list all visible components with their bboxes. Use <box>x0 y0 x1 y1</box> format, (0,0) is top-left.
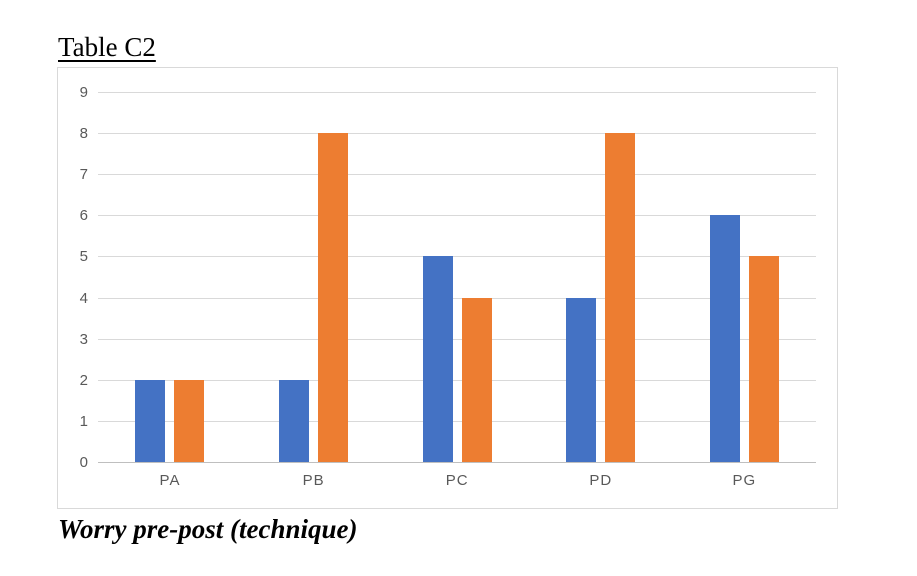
x-category-label-pc: PC <box>445 472 469 489</box>
y-tick-label: 4 <box>79 289 88 307</box>
gridline <box>98 297 816 299</box>
y-tick-label: 5 <box>79 248 88 266</box>
bar-pc-series-1 <box>422 256 453 462</box>
gridline <box>98 174 816 176</box>
gridline <box>98 420 816 422</box>
chart-title: Table C2 <box>58 32 156 62</box>
y-tick-label: 6 <box>79 207 88 225</box>
y-tick-label: 8 <box>79 125 88 143</box>
bar-pd-series-1 <box>566 297 597 462</box>
y-tick-label: 1 <box>79 412 88 430</box>
bar-pg-series-1 <box>709 215 740 462</box>
bar-pg-series-2 <box>748 256 779 462</box>
x-category-label-pa: PA <box>159 472 181 489</box>
x-axis-line <box>98 462 816 463</box>
gridline <box>98 256 816 258</box>
bar-pb-series-1 <box>278 379 309 462</box>
bar-pa-series-1 <box>135 379 166 462</box>
y-tick-label: 0 <box>79 454 88 471</box>
gridline <box>98 215 816 217</box>
gridline <box>98 133 816 135</box>
plot-area <box>98 68 816 463</box>
bar-pc-series-2 <box>461 297 492 462</box>
y-tick-label: 3 <box>79 330 88 348</box>
bar-pd-series-2 <box>605 133 636 462</box>
chart-caption: Worry pre-post (technique) <box>58 514 358 544</box>
x-category-label-pb: PB <box>302 472 325 489</box>
gridline <box>98 92 816 93</box>
x-category-label-pd: PD <box>589 472 613 489</box>
y-tick-label: 9 <box>79 84 88 101</box>
x-category-label-pg: PG <box>732 472 757 489</box>
gridline <box>98 338 816 340</box>
y-tick-label: 7 <box>79 166 88 184</box>
y-tick-label: 2 <box>79 371 88 389</box>
bar-pb-series-2 <box>317 133 348 462</box>
bar-pa-series-2 <box>174 379 205 462</box>
chart-frame: 0 1 2 3 4 5 6 7 8 9 PA PB PC PD PG <box>57 67 838 509</box>
gridline <box>98 379 816 381</box>
